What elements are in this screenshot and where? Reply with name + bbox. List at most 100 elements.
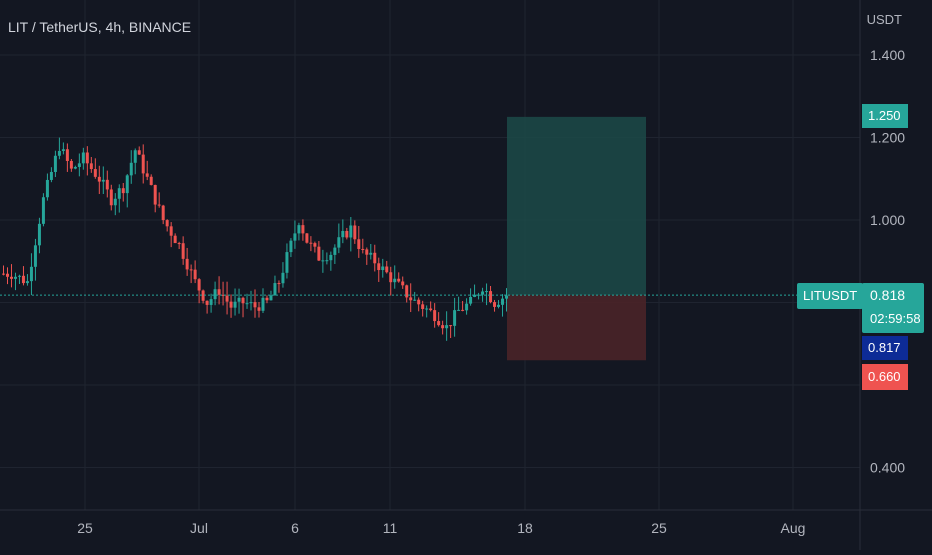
candle-body <box>293 233 297 241</box>
candle-body <box>497 304 501 307</box>
candle-body <box>73 166 77 169</box>
candle-body <box>361 248 365 250</box>
candle-body <box>377 263 381 271</box>
time-tick-label: Aug <box>781 520 806 536</box>
candle-body <box>249 302 253 304</box>
last-price-tag: 0.818 02:59:58 <box>862 283 924 333</box>
candle-body <box>113 198 117 206</box>
candle-body <box>213 289 217 300</box>
time-tick-label: Jul <box>190 520 208 536</box>
price-tick-label: 1.000 <box>870 212 905 228</box>
candle-body <box>241 297 245 304</box>
stop-price-tag: 0.660 <box>862 364 908 390</box>
candle-body <box>253 302 257 308</box>
candle-body <box>209 299 213 305</box>
target-price-tag: 1.250 <box>862 104 908 128</box>
candle-body <box>101 179 105 182</box>
price-tick-label: 1.200 <box>870 130 905 146</box>
candle-body <box>49 171 53 180</box>
candle-body <box>461 309 465 311</box>
candle-body <box>141 154 145 174</box>
candle-body <box>353 225 357 240</box>
candle-body <box>285 252 289 273</box>
candle-body <box>465 303 469 311</box>
candle-body <box>157 204 161 206</box>
candle-body <box>2 273 5 275</box>
candle-body <box>21 275 25 284</box>
candle-body <box>129 162 133 176</box>
candle-body <box>281 272 285 284</box>
candle-body <box>489 291 493 303</box>
candle-body <box>69 160 73 169</box>
candle-body <box>481 291 485 295</box>
candle-body <box>13 276 17 279</box>
candle-body <box>41 197 45 224</box>
candle-body <box>77 163 81 167</box>
candle-body <box>393 278 397 283</box>
candle-body <box>453 310 457 326</box>
candle-body <box>345 230 349 238</box>
candle-body <box>33 245 37 267</box>
candle-body <box>501 298 505 305</box>
candle-body <box>161 205 165 221</box>
candle-body <box>269 295 273 301</box>
candle-body <box>297 225 301 234</box>
candle-body <box>389 272 393 283</box>
candle-body <box>221 294 225 296</box>
candle-body <box>149 176 153 185</box>
candle-body <box>429 308 433 311</box>
candle-body <box>337 237 341 248</box>
position-zones <box>507 116 646 361</box>
candle-body <box>205 300 209 305</box>
candle-body <box>97 176 101 182</box>
stop-zone <box>507 295 646 361</box>
countdown-value: 02:59:58 <box>870 311 921 326</box>
candle-body <box>325 260 329 262</box>
candle-body <box>405 285 409 298</box>
candle-body <box>265 297 269 301</box>
candle-body <box>217 289 221 295</box>
candle-body <box>233 301 237 308</box>
candle-body <box>349 225 353 238</box>
candle-body <box>369 252 373 255</box>
candle-body <box>165 220 169 227</box>
candle-body <box>313 243 317 247</box>
candle-body <box>133 150 137 163</box>
candle-body <box>457 309 461 311</box>
candle-body <box>301 225 305 234</box>
candle-body <box>261 297 265 311</box>
time-tick-label: 25 <box>77 520 93 536</box>
candle-body <box>37 223 41 246</box>
candle-body <box>473 294 477 297</box>
candle-body <box>305 233 309 243</box>
candle-body <box>441 325 445 329</box>
candle-body <box>61 149 65 151</box>
candle-body <box>225 295 229 302</box>
candle-body <box>65 149 69 161</box>
time-tick-label: 18 <box>517 520 533 536</box>
candle-body <box>57 150 61 156</box>
candle-body <box>193 269 197 280</box>
price-tick-label: 0.400 <box>870 460 905 476</box>
candle-body <box>329 254 333 261</box>
candle-body <box>153 184 157 205</box>
candle-body <box>321 260 325 262</box>
price-tick-label: 1.400 <box>870 47 905 63</box>
candle-body <box>401 281 405 286</box>
candle-body <box>145 173 149 177</box>
candle-body <box>137 150 141 155</box>
candle-body <box>257 307 261 311</box>
candle-body <box>9 276 13 279</box>
candle-body <box>189 269 193 271</box>
candle-body <box>309 242 313 244</box>
candle-body <box>181 243 185 259</box>
candle-body <box>433 310 437 322</box>
candle-body <box>81 152 85 164</box>
candle-body <box>185 258 189 270</box>
symbol-label[interactable]: LITUSDT <box>797 283 864 309</box>
candle-body <box>373 252 377 264</box>
candle-body <box>485 291 489 293</box>
candle-body <box>397 278 401 282</box>
